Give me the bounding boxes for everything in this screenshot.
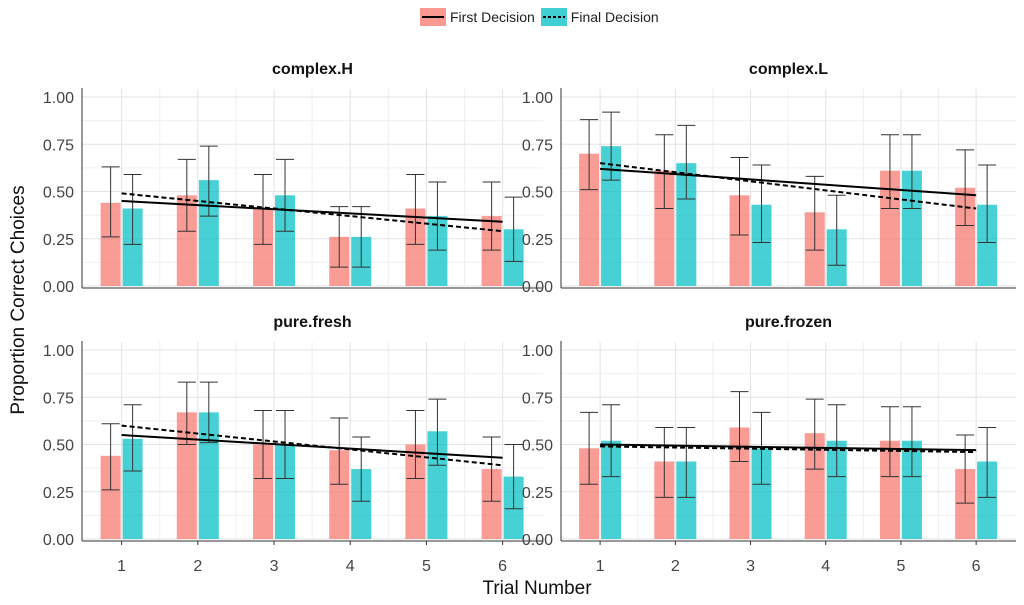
bar-final-1	[122, 208, 143, 286]
trend-line-first	[600, 443, 977, 452]
bar-final-2	[676, 461, 697, 539]
x-tick-label: 4	[346, 558, 355, 575]
y-tick-label: 1.00	[43, 90, 74, 107]
bar-final-4	[826, 440, 847, 539]
x-tick-label: 1	[596, 558, 605, 575]
y-tick-label: 0.50	[43, 185, 74, 202]
x-tick-label: 3	[746, 558, 755, 575]
y-tick-label: 0.25	[522, 232, 553, 249]
panel-title-4: pure.frozen	[745, 314, 832, 331]
y-axis-label: Proportion Correct Choices	[7, 185, 29, 415]
bar-first-1	[100, 455, 121, 539]
bar-final-3	[751, 204, 772, 286]
bar-first-2	[654, 461, 675, 539]
bar-final-3	[275, 195, 296, 286]
bar-first-4	[329, 450, 350, 539]
x-axis-label: Trial Number	[482, 578, 592, 599]
bar-first-5	[879, 440, 900, 539]
y-tick-label: 0.00	[522, 279, 553, 296]
y-tick-label: 0.50	[522, 438, 553, 455]
legend-item-first: First Decision	[420, 8, 535, 26]
y-tick-label: 0.00	[43, 532, 74, 549]
legend-item-final: Final Decision	[540, 8, 659, 26]
legend-key-first	[420, 8, 446, 26]
bar-first-1	[100, 202, 121, 286]
y-tick-label: 0.50	[43, 438, 74, 455]
bar-final-1	[601, 440, 622, 539]
legend-label-final: Final Decision	[570, 9, 659, 25]
x-tick-label: 5	[422, 558, 431, 575]
bar-final-5	[901, 440, 922, 539]
x-tick-label: 2	[671, 558, 680, 575]
bar-first-5	[405, 444, 426, 539]
x-tick-label: 2	[193, 558, 202, 575]
y-tick-label: 0.00	[522, 532, 553, 549]
bar-final-6	[977, 204, 998, 286]
bar-first-6	[481, 216, 502, 286]
y-tick-label: 0.25	[522, 485, 553, 502]
x-tick-label: 6	[498, 558, 507, 575]
panel-title-1: complex.H	[272, 61, 353, 78]
trend-line-first	[121, 434, 503, 459]
bar-first-2	[176, 195, 197, 286]
y-tick-label: 0.75	[522, 137, 553, 154]
bar-first-6	[481, 469, 502, 539]
bar-first-3	[253, 444, 274, 539]
y-tick-label: 0.75	[43, 390, 74, 407]
x-tick-label: 4	[821, 558, 830, 575]
x-tick-label: 5	[896, 558, 905, 575]
bar-first-3	[729, 195, 750, 286]
trend-line-first	[600, 167, 977, 197]
legend-swatch-final	[540, 8, 567, 26]
bar-first-2	[654, 170, 675, 286]
x-tick-label: 1	[117, 558, 126, 575]
bar-final-2	[198, 412, 219, 539]
bar-final-6	[977, 461, 998, 539]
bar-final-5	[427, 216, 448, 286]
y-tick-label: 0.25	[43, 485, 74, 502]
bar-first-4	[804, 433, 825, 539]
y-tick-label: 0.25	[43, 232, 74, 249]
x-tick-label: 6	[972, 558, 981, 575]
y-tick-label: 0.75	[43, 137, 74, 154]
y-tick-label: 0.50	[522, 185, 553, 202]
bar-first-1	[579, 448, 600, 539]
bar-first-6	[955, 187, 976, 286]
panel-title-3: pure.fresh	[273, 314, 351, 331]
bar-final-4	[351, 469, 372, 539]
bar-first-6	[955, 469, 976, 539]
bar-final-1	[122, 438, 143, 539]
legend: First Decision Final Decision	[420, 6, 665, 28]
legend-label-first: First Decision	[450, 9, 535, 25]
trend-line-final	[600, 445, 977, 454]
y-tick-label: 1.00	[43, 343, 74, 360]
y-tick-label: 0.75	[522, 390, 553, 407]
bar-first-3	[729, 427, 750, 539]
x-tick-label: 3	[270, 558, 279, 575]
bar-final-1	[601, 146, 622, 286]
bar-first-5	[405, 208, 426, 286]
bar-final-3	[751, 448, 772, 539]
y-tick-label: 0.00	[43, 279, 74, 296]
legend-swatch-first	[420, 8, 446, 26]
trend-line-final	[599, 162, 977, 210]
trend-line-first	[121, 199, 503, 223]
y-tick-label: 1.00	[522, 343, 553, 360]
legend-key-final	[540, 8, 567, 26]
bar-final-3	[275, 444, 296, 539]
bar-first-1	[579, 153, 600, 286]
bar-first-3	[253, 208, 274, 286]
panel-title-2: complex.L	[749, 61, 828, 78]
bar-final-2	[676, 163, 697, 286]
y-tick-label: 1.00	[522, 90, 553, 107]
